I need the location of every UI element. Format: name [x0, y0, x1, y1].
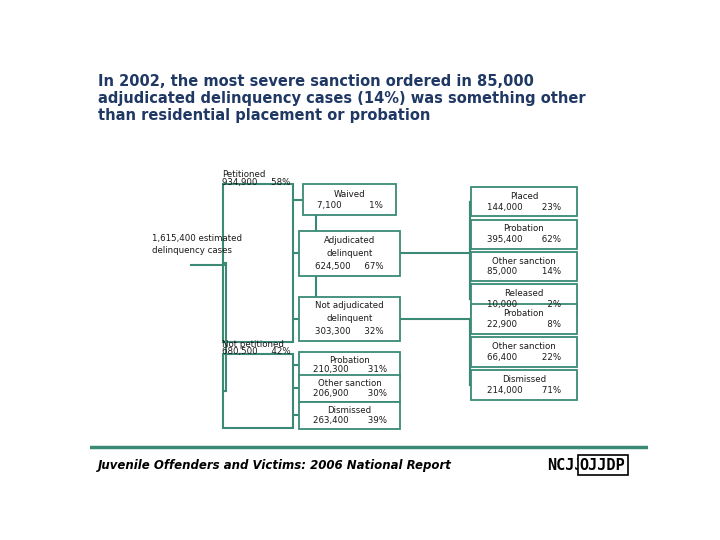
Text: Placed: Placed: [510, 192, 538, 201]
Text: 680,500     42%: 680,500 42%: [222, 347, 290, 356]
Text: 66,400         22%: 66,400 22%: [487, 353, 561, 362]
FancyBboxPatch shape: [300, 375, 400, 402]
Text: 1,615,400 estimated
delinquency cases: 1,615,400 estimated delinquency cases: [152, 234, 242, 255]
Text: Released: Released: [504, 289, 544, 298]
Text: In 2002, the most severe sanction ordered in 85,000: In 2002, the most severe sanction ordere…: [98, 74, 534, 89]
Text: delinquent: delinquent: [326, 249, 373, 258]
Text: 214,000       71%: 214,000 71%: [487, 386, 561, 395]
Text: Probation: Probation: [329, 356, 370, 364]
FancyBboxPatch shape: [303, 184, 396, 215]
Text: OJJDP: OJJDP: [580, 458, 626, 472]
FancyBboxPatch shape: [471, 304, 577, 334]
FancyBboxPatch shape: [471, 187, 577, 217]
FancyBboxPatch shape: [223, 354, 293, 428]
Text: Other sanction: Other sanction: [318, 379, 382, 388]
Text: 85,000         14%: 85,000 14%: [487, 267, 561, 276]
Text: 206,900       30%: 206,900 30%: [312, 389, 387, 397]
FancyBboxPatch shape: [223, 184, 293, 342]
FancyBboxPatch shape: [300, 352, 400, 379]
Text: 22,900           8%: 22,900 8%: [487, 320, 561, 329]
FancyBboxPatch shape: [300, 402, 400, 429]
FancyBboxPatch shape: [471, 338, 577, 367]
Text: Not petitioned: Not petitioned: [222, 340, 284, 349]
Text: 263,400       39%: 263,400 39%: [312, 415, 387, 424]
Text: than residential placement or probation: than residential placement or probation: [98, 108, 430, 123]
Text: Other sanction: Other sanction: [492, 342, 556, 351]
Text: adjudicated delinquency cases (14%) was something other: adjudicated delinquency cases (14%) was …: [98, 91, 585, 106]
FancyBboxPatch shape: [300, 296, 400, 341]
Text: Juvenile Offenders and Victims: 2006 National Report: Juvenile Offenders and Victims: 2006 Nat…: [98, 458, 451, 472]
Text: 303,300     32%: 303,300 32%: [315, 327, 384, 336]
Text: delinquent: delinquent: [326, 314, 373, 323]
Text: 10,000           2%: 10,000 2%: [487, 300, 561, 309]
Text: 7,100          1%: 7,100 1%: [317, 200, 382, 210]
Text: Dismissed: Dismissed: [328, 406, 372, 415]
Text: Other sanction: Other sanction: [492, 257, 556, 266]
Text: 395,400       62%: 395,400 62%: [487, 235, 561, 244]
FancyBboxPatch shape: [471, 284, 577, 314]
Text: 624,500     67%: 624,500 67%: [315, 262, 384, 271]
Text: Adjudicated: Adjudicated: [324, 236, 375, 245]
Text: Probation: Probation: [503, 225, 544, 233]
Text: 144,000       23%: 144,000 23%: [487, 202, 561, 212]
Text: Waived: Waived: [334, 190, 366, 199]
FancyBboxPatch shape: [471, 370, 577, 400]
FancyBboxPatch shape: [471, 252, 577, 281]
Text: Dismissed: Dismissed: [502, 375, 546, 384]
FancyBboxPatch shape: [471, 220, 577, 249]
Text: Petitioned: Petitioned: [222, 170, 265, 179]
FancyBboxPatch shape: [300, 231, 400, 276]
Text: Not adjudicated: Not adjudicated: [315, 301, 384, 310]
Text: NCJJ/: NCJJ/: [547, 458, 593, 472]
Text: Probation: Probation: [503, 309, 544, 318]
Text: 934,900     58%: 934,900 58%: [222, 178, 290, 187]
Text: 210,300       31%: 210,300 31%: [312, 366, 387, 374]
